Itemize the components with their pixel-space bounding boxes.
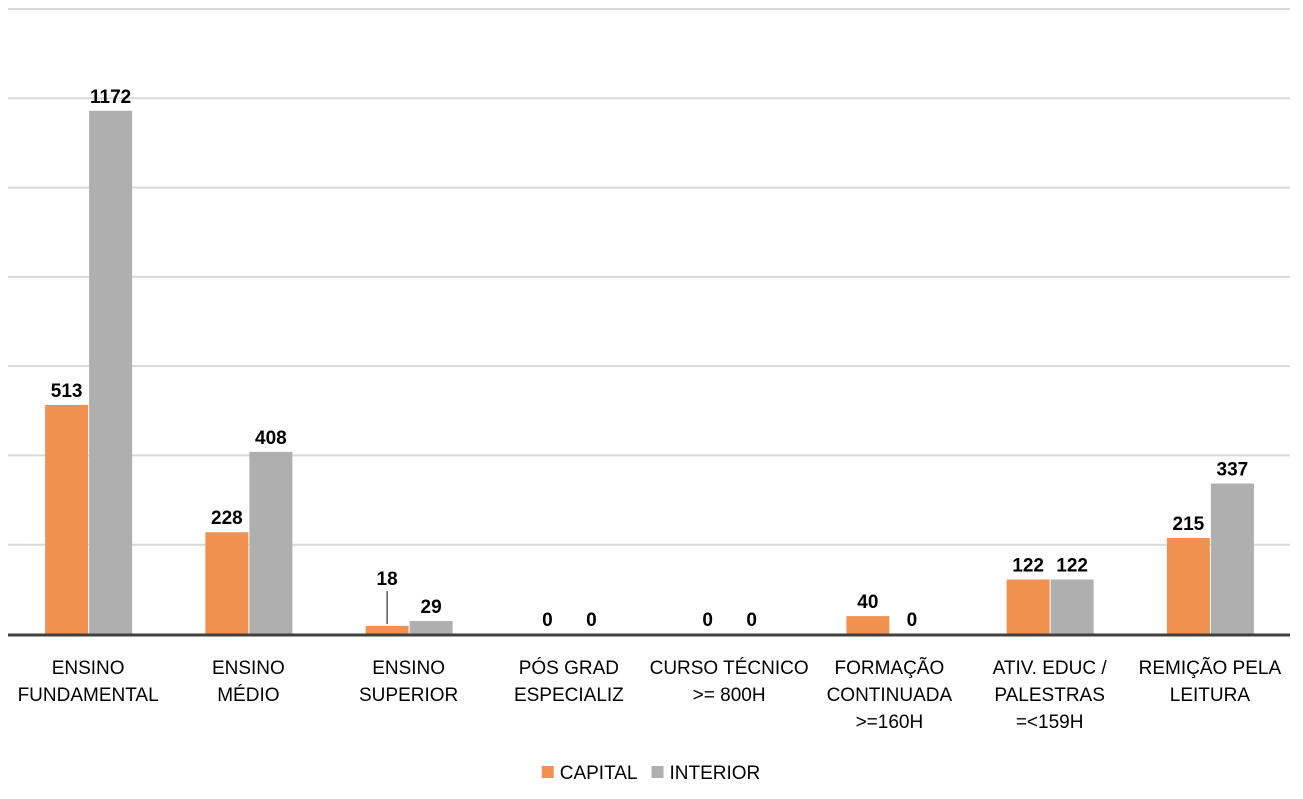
legend-item-interior: INTERIOR	[651, 763, 761, 784]
data-label: 122	[1012, 556, 1044, 577]
category-label: ENSINO FUNDAMENTAL	[18, 658, 159, 706]
category-labels: ENSINO FUNDAMENTAL ENSINO MÉDIO ENSINO SUPERI…	[18, 657, 1282, 733]
category-label: ENSINO SUPERIOR	[359, 658, 458, 706]
category-label: CURSO TÉCNICO >= 800H	[650, 658, 809, 706]
category-label: ATIV. EDUC / PALESTRAS =<159H	[993, 658, 1108, 733]
bar-interior	[89, 110, 133, 635]
category-label: REMIÇÃO PELA LEITURA	[1139, 657, 1282, 706]
data-label: 0	[746, 610, 757, 631]
data-label: 215	[1173, 514, 1205, 535]
data-labels: 513 1172 228 408 18 29 0 0 0 0 40 0 122 122 215 337	[51, 87, 1248, 631]
bar-interior	[249, 451, 293, 634]
data-label: 122	[1056, 556, 1088, 577]
legend: CAPITAL INTERIOR	[541, 763, 761, 784]
data-label: 408	[255, 428, 287, 449]
data-label: 29	[421, 597, 442, 618]
data-label: 18	[377, 569, 398, 590]
data-label: 0	[586, 610, 597, 631]
bar-capital	[45, 404, 89, 634]
bar-interior	[409, 621, 453, 634]
legend-swatch	[651, 766, 664, 778]
bar-capital	[365, 625, 409, 634]
legend-swatch	[541, 766, 554, 778]
bar-capital	[1006, 579, 1050, 634]
data-label: 0	[542, 610, 553, 631]
data-label: 228	[211, 508, 243, 529]
data-label: 1172	[90, 87, 131, 108]
bar-capital	[205, 532, 249, 634]
bar-interior	[1050, 579, 1094, 634]
data-label: 337	[1217, 460, 1249, 481]
data-label: 0	[907, 610, 918, 631]
category-label: ENSINO MÉDIO	[212, 658, 285, 706]
data-label: 40	[857, 592, 878, 613]
bar-capital	[846, 616, 890, 634]
legend-label: CAPITAL	[560, 763, 638, 784]
bars	[45, 110, 1254, 635]
gridlines	[8, 8, 1290, 546]
bar-capital	[1166, 538, 1210, 634]
legend-item-capital: CAPITAL	[541, 763, 638, 784]
category-label: PÓS GRAD ESPECIALIZ	[514, 657, 624, 706]
data-label: 0	[702, 610, 713, 631]
data-label: 513	[51, 381, 83, 402]
category-label: FORMAÇÃO CONTINUADA >=160H	[827, 657, 953, 733]
bar-interior	[1210, 483, 1254, 634]
legend-label: INTERIOR	[670, 763, 761, 784]
